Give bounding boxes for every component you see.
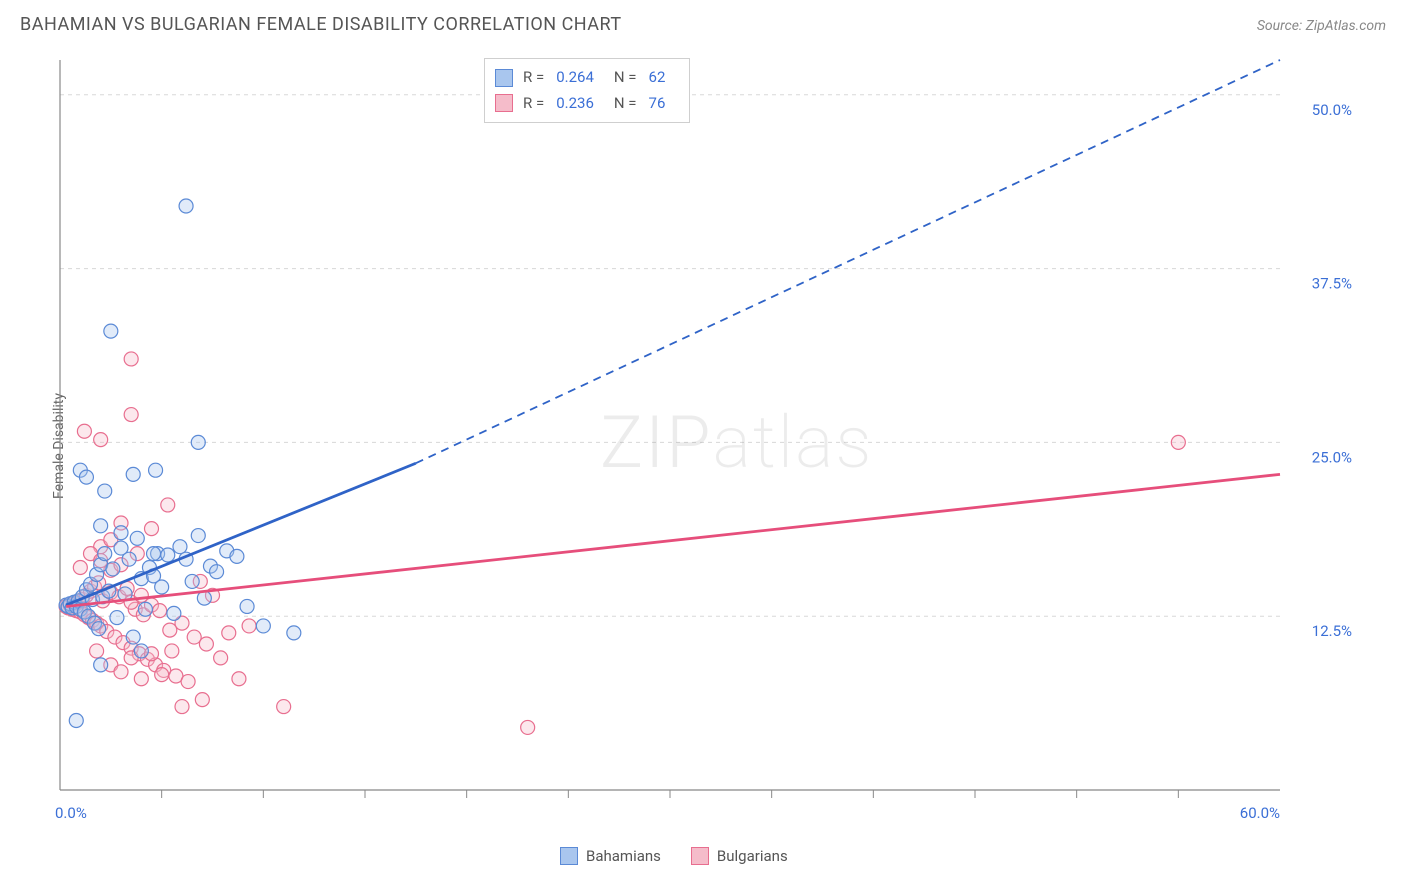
r-label: R = — [523, 91, 544, 117]
n-value: 62 — [647, 65, 676, 91]
data-point — [149, 463, 163, 477]
data-point — [167, 606, 181, 620]
y-tick-label: 25.0% — [1312, 448, 1352, 466]
legend-swatch — [560, 847, 578, 865]
data-point — [155, 668, 169, 682]
data-point — [191, 529, 205, 543]
source-label: Source: ZipAtlas.com — [1257, 18, 1386, 34]
correlation-legend: R = 0.264 N = 62 R = 0.236 N = 76 — [484, 58, 690, 123]
series-legend-item: Bahamians — [560, 847, 661, 865]
x-left-label: 0.0% — [55, 804, 87, 822]
data-point — [521, 720, 535, 734]
data-point — [165, 644, 179, 658]
data-point — [98, 547, 112, 561]
data-point — [124, 408, 138, 422]
data-point — [90, 644, 104, 658]
data-point — [73, 561, 87, 575]
scatter-plot: 12.5% 25.0% 37.5% 50.0% 0.0% 60.0% — [50, 50, 1370, 830]
data-point — [134, 672, 148, 686]
data-point — [69, 713, 83, 727]
header: BAHAMIAN VS BULGARIAN FEMALE DISABILITY … — [20, 14, 1386, 35]
data-point — [126, 467, 140, 481]
data-point — [94, 433, 108, 447]
data-point — [181, 675, 195, 689]
data-point — [287, 626, 301, 640]
data-point — [130, 531, 144, 545]
x-right-label: 60.0% — [1240, 804, 1280, 822]
data-point — [92, 622, 106, 636]
y-tick-label: 12.5% — [1312, 622, 1352, 640]
legend-swatch — [495, 69, 513, 87]
data-point — [230, 549, 244, 563]
legend-row: R = 0.264 N = 62 — [495, 65, 675, 91]
data-point — [124, 352, 138, 366]
data-point — [134, 644, 148, 658]
data-point — [179, 199, 193, 213]
data-point — [126, 630, 140, 644]
legend-swatch — [495, 94, 513, 112]
data-point — [277, 700, 291, 714]
y-tick-label: 37.5% — [1312, 275, 1352, 293]
data-point — [155, 580, 169, 594]
data-point — [145, 522, 159, 536]
chart-title: BAHAMIAN VS BULGARIAN FEMALE DISABILITY … — [20, 14, 622, 35]
n-label: N = — [614, 91, 637, 117]
n-label: N = — [614, 65, 637, 91]
data-point — [232, 672, 246, 686]
data-point — [161, 498, 175, 512]
data-point — [173, 540, 187, 554]
data-point — [256, 619, 270, 633]
data-point — [153, 604, 167, 618]
data-point — [185, 574, 199, 588]
legend-swatch — [691, 847, 709, 865]
series-label: Bahamians — [586, 847, 661, 865]
data-point — [114, 665, 128, 679]
plot-svg: 12.5% 25.0% 37.5% 50.0% 0.0% 60.0% — [50, 50, 1370, 830]
data-point — [134, 588, 148, 602]
data-point — [191, 435, 205, 449]
data-point — [98, 484, 112, 498]
series-legend: Bahamians Bulgarians — [560, 847, 788, 865]
data-point — [94, 658, 108, 672]
data-point — [79, 470, 93, 484]
data-point — [199, 637, 213, 651]
data-point — [110, 611, 124, 625]
data-point — [195, 693, 209, 707]
n-value: 76 — [647, 91, 676, 117]
data-point — [147, 547, 161, 561]
data-point — [138, 602, 152, 616]
y-tick-label: 50.0% — [1312, 101, 1352, 119]
data-point — [114, 526, 128, 540]
data-point — [210, 565, 224, 579]
data-point — [242, 619, 256, 633]
trend-line — [66, 474, 1280, 606]
data-point — [122, 552, 136, 566]
series-label: Bulgarians — [717, 847, 788, 865]
series-legend-item: Bulgarians — [691, 847, 788, 865]
data-point — [77, 424, 91, 438]
legend-row: R = 0.236 N = 76 — [495, 91, 675, 117]
data-point — [240, 599, 254, 613]
data-point — [106, 562, 120, 576]
data-point — [1171, 435, 1185, 449]
data-point — [214, 651, 228, 665]
data-point — [222, 626, 236, 640]
r-value: 0.264 — [554, 65, 604, 91]
data-point — [175, 700, 189, 714]
data-point — [161, 548, 175, 562]
r-value: 0.236 — [554, 91, 604, 117]
r-label: R = — [523, 65, 544, 91]
data-point — [94, 519, 108, 533]
data-point — [104, 324, 118, 338]
